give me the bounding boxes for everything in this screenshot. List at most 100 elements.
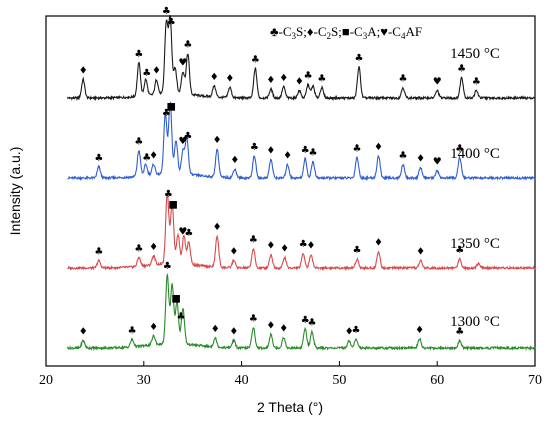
phase-marker: ♣ xyxy=(162,6,171,17)
phase-marker: ♦ xyxy=(213,135,222,146)
phase-marker: ♥ xyxy=(178,57,187,68)
phase-marker: ♣ xyxy=(308,318,317,329)
phase-marker: ♦ xyxy=(280,244,289,255)
phase-marker: ♦ xyxy=(210,72,219,83)
phase-marker: ♣ xyxy=(183,39,192,50)
phase-marker: ♣ xyxy=(162,108,171,119)
phase-marker: ♦ xyxy=(307,241,316,252)
phase-marker: ♣ xyxy=(472,77,481,88)
phase-marker: ♦ xyxy=(266,146,275,157)
phase-marker: ♣ xyxy=(128,326,137,337)
phase-marker: ♣ xyxy=(167,17,176,28)
phase-marker: ♦ xyxy=(266,321,275,332)
phase-marker: ♣ xyxy=(163,261,172,272)
phase-marker: ♦ xyxy=(149,150,158,161)
phase-marker: ♣ xyxy=(142,68,151,79)
phase-marker: ♣ xyxy=(352,325,361,336)
phase-marker: ♦ xyxy=(213,222,222,233)
plot-frame xyxy=(45,15,536,367)
phase-marker: ♦ xyxy=(266,241,275,252)
phase-marker: ♣ xyxy=(301,145,310,156)
phase-marker: ♦ xyxy=(345,327,354,338)
tick-layer: 20 30 40 50 60 70 xyxy=(39,361,542,388)
phase-marker: ♣ xyxy=(304,71,313,82)
legend-symbol: ♣-C xyxy=(270,24,292,39)
phase-marker: ♣ xyxy=(399,74,408,85)
series-line-2 xyxy=(67,100,536,182)
phase-marker: ♦ xyxy=(79,66,88,77)
phase-marker: ♣ xyxy=(94,153,103,164)
x-tick-label: 40 xyxy=(235,373,249,388)
phase-marker: ♣ xyxy=(353,143,362,154)
series-label-1: 1450 °C xyxy=(450,46,500,62)
phase-marker: ♣ xyxy=(399,151,408,162)
phase-marker: ♣ xyxy=(184,228,193,239)
series-label-3: 1350 °C xyxy=(450,236,500,252)
phase-marker: ♦ xyxy=(79,327,88,338)
legend-text: ♣-C3S;♦-C2S;■-C3A;♥-C4AF xyxy=(270,24,422,41)
phase-marker: ♣ xyxy=(177,312,186,323)
phase-marker: ♦ xyxy=(230,155,239,166)
x-tick-label: 50 xyxy=(332,373,346,388)
phase-marker: ■ xyxy=(166,101,175,112)
phase-marker: ♣ xyxy=(249,235,258,246)
phase-marker: ■ xyxy=(168,199,177,210)
phase-marker: ♦ xyxy=(295,77,304,88)
phase-marker: ♦ xyxy=(149,242,158,253)
series-label-4: 1300 °C xyxy=(450,314,500,330)
phase-marker: ♦ xyxy=(283,151,292,162)
phase-marker: ♣ xyxy=(249,313,258,324)
series-line-1 xyxy=(66,14,536,102)
phase-marker: ♥ xyxy=(433,77,442,88)
phase-marker: ♦ xyxy=(416,247,425,258)
phase-marker: ♣ xyxy=(309,148,318,159)
phase-marker: ♣ xyxy=(457,63,466,74)
legend-symbol: ■-C xyxy=(342,24,363,39)
phase-marker: ♦ xyxy=(279,73,288,84)
series-line-4 xyxy=(66,273,536,352)
phase-marker: ♣ xyxy=(94,247,103,258)
series-line-3 xyxy=(67,193,536,272)
phase-marker: ♣ xyxy=(134,136,143,147)
phase-marker: ■ xyxy=(171,294,180,305)
legend-symbol: ♥-C xyxy=(380,24,401,39)
phase-marker: ♣ xyxy=(317,74,326,85)
series-layer xyxy=(66,14,536,352)
phase-marker: ♥ xyxy=(178,227,187,238)
phase-marker: ♦ xyxy=(374,142,383,153)
phase-marker: ♦ xyxy=(152,66,161,77)
phase-marker: ♦ xyxy=(149,322,158,333)
series-labels: 1450 °C 1400 °C 1350 °C 1300 °C xyxy=(450,46,500,330)
phase-marker: ♣ xyxy=(299,239,308,250)
phase-marker: ♥ xyxy=(433,157,442,168)
phase-marker: ♣ xyxy=(250,142,259,153)
x-tick-label: 30 xyxy=(137,373,151,388)
phase-marker: ♦ xyxy=(266,75,275,86)
legend: ♣-C3S;♦-C2S;■-C3A;♥-C4AF xyxy=(270,24,422,41)
phase-marker: ♣ xyxy=(455,245,464,256)
phase-marker: ♦ xyxy=(229,246,238,257)
phase-marker: ♦ xyxy=(415,325,424,336)
series-label-2: 1400 °C xyxy=(450,146,500,162)
phase-marker: ♦ xyxy=(211,324,220,335)
y-axis-label: Intensity (a.u.) xyxy=(7,147,23,236)
phase-marker: ♦ xyxy=(229,326,238,337)
phase-marker: ♣ xyxy=(455,327,464,338)
phase-marker: ♣ xyxy=(164,189,173,200)
phase-marker: ♣ xyxy=(301,315,310,326)
phase-marker: ♦ xyxy=(374,238,383,249)
phase-marker: ♣ xyxy=(134,244,143,255)
x-tick-label: 20 xyxy=(39,373,53,388)
phase-marker: ♣ xyxy=(142,152,151,163)
phase-marker: ♦ xyxy=(225,73,234,84)
legend-symbol: ♦-C xyxy=(307,24,327,39)
phase-marker: ♣ xyxy=(355,53,364,64)
phase-marker: ♣ xyxy=(134,49,143,60)
phase-marker: ♦ xyxy=(279,324,288,335)
phase-marker: ♥ xyxy=(178,136,187,147)
marker-layer: ♦♣♣ ♦♣♣♥♣♦ ♦♣♦ ♦ ♦♣ ♣♣♣ ♥♣♣♣♣♣♦♣■♥♣ ♦♦♣ ♦ ♦♣♣ ♣ ♦♣ ♦… xyxy=(79,6,481,337)
x-axis-label: 2 Theta (°) xyxy=(257,399,323,415)
phase-marker: ♣ xyxy=(353,245,362,256)
phase-marker: ♣ xyxy=(455,143,464,154)
